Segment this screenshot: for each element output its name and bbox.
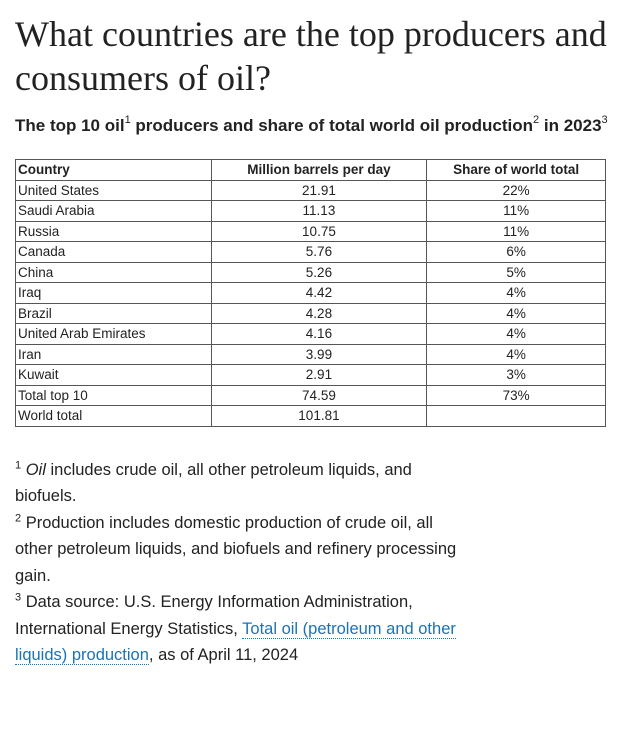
caption-footnote-mark-1: 1 — [124, 114, 131, 127]
cell-share: 4% — [426, 302, 606, 324]
cell-share: 22% — [426, 179, 606, 201]
cell-barrels-per-day: 2.91 — [210, 364, 428, 386]
cell-barrels-per-day: 21.91 — [210, 179, 428, 201]
table-row: Kuwait 2.91 3% — [15, 364, 606, 386]
cell-barrels-per-day: 11.13 — [210, 200, 428, 222]
footnote-1-term: Oil — [25, 460, 46, 479]
footnote-3-mark: 3 — [15, 591, 22, 604]
cell-country: United Arab Emirates — [15, 323, 212, 345]
cell-country: Iraq — [15, 282, 212, 304]
column-header-country: Country — [15, 159, 212, 181]
cell-share: 11% — [426, 220, 606, 242]
page-title: What countries are the top producers and… — [15, 14, 607, 98]
cell-barrels-per-day: 4.16 — [210, 323, 428, 345]
cell-barrels-per-day: 3.99 — [210, 343, 428, 365]
table-row: China 5.26 5% — [15, 261, 606, 283]
table-row: Russia 10.75 11% — [15, 220, 606, 242]
cell-country: Iran — [15, 343, 212, 365]
table-row: Saudi Arabia 11.13 11% — [15, 200, 606, 222]
cell-share: 6% — [426, 241, 606, 263]
table-row: United States 21.91 22% — [15, 179, 606, 201]
caption-part-1: The top 10 oil — [15, 116, 125, 135]
footnotes: 1 Oil includes crude oil, all other petr… — [15, 457, 465, 669]
article: What countries are the top producers and… — [15, 12, 615, 669]
cell-country: Brazil — [15, 302, 212, 324]
footnote-1-mark: 1 — [15, 459, 22, 471]
table-row: Brazil 4.28 4% — [15, 302, 606, 324]
cell-barrels-per-day: 10.75 — [210, 220, 428, 242]
data-source-link[interactable]: Total oil (petroleum and other liquids) … — [15, 619, 456, 665]
cell-share: 73% — [426, 384, 606, 406]
table-row: World total 101.81 — [15, 405, 606, 427]
footnote-1: 1 Oil includes crude oil, all other petr… — [15, 457, 465, 510]
table-row: Total top 10 74.59 73% — [15, 384, 606, 406]
table-row: United Arab Emirates 4.16 4% — [15, 323, 606, 345]
cell-country: China — [15, 261, 212, 283]
footnote-2-mark: 2 — [15, 512, 22, 524]
cell-share: 4% — [426, 323, 606, 345]
cell-country: Saudi Arabia — [15, 200, 212, 222]
cell-share: 11% — [426, 200, 606, 222]
table-row: Iran 3.99 4% — [15, 343, 606, 365]
footnote-3-text-before: Data source: U.S. Energy Information Adm… — [15, 593, 413, 638]
cell-barrels-per-day: 4.42 — [210, 282, 428, 304]
cell-share: 4% — [426, 282, 606, 304]
column-header-barrels: Million barrels per day — [210, 159, 428, 181]
table-row: Iraq 4.42 4% — [15, 282, 606, 304]
caption-footnote-mark-3: 3 — [601, 114, 608, 127]
footnote-3-text-after: , as of April 11, 2024 — [148, 646, 299, 664]
cell-country: Total top 10 — [15, 384, 212, 406]
cell-share — [426, 405, 606, 427]
table-caption: The top 10 oil1 producers and share of t… — [15, 112, 615, 139]
cell-barrels-per-day: 5.76 — [210, 241, 428, 263]
table-row: Canada 5.76 6% — [15, 241, 606, 263]
caption-part-2: producers and share of total world oil p… — [130, 116, 534, 135]
cell-country: World total — [15, 405, 212, 427]
caption-footnote-mark-2: 2 — [533, 114, 540, 127]
cell-barrels-per-day: 4.28 — [210, 302, 428, 324]
cell-share: 4% — [426, 343, 606, 365]
table-header-row: Country Million barrels per day Share of… — [15, 159, 606, 181]
footnote-2-text: Production includes domestic production … — [15, 513, 457, 585]
cell-country: Russia — [15, 220, 212, 242]
cell-share: 3% — [426, 364, 606, 386]
column-header-share: Share of world total — [426, 159, 606, 181]
footnote-3: 3 Data source: U.S. Energy Information A… — [15, 589, 465, 669]
cell-barrels-per-day: 5.26 — [210, 261, 428, 283]
cell-barrels-per-day: 101.81 — [210, 405, 428, 427]
cell-barrels-per-day: 74.59 — [210, 384, 428, 406]
oil-producers-table: Country Million barrels per day Share of… — [15, 159, 606, 427]
cell-country: Canada — [15, 241, 212, 263]
footnote-1-text: includes crude oil, all other petroleum … — [15, 460, 412, 506]
footnote-2: 2 Production includes domestic productio… — [15, 510, 465, 590]
cell-country: Kuwait — [15, 364, 212, 386]
cell-country: United States — [15, 179, 212, 201]
caption-part-3: in 2023 — [539, 116, 602, 135]
cell-share: 5% — [426, 261, 606, 283]
